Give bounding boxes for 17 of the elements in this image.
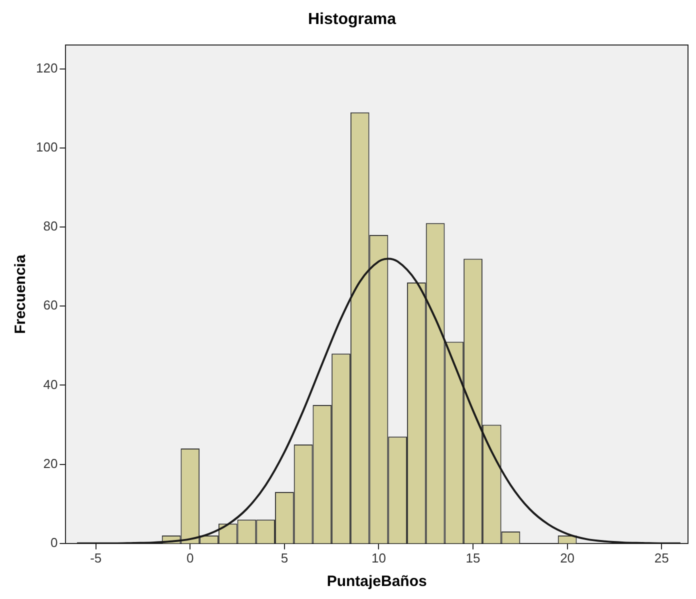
y-tick-label: 120 <box>36 60 58 76</box>
x-tick-label: 25 <box>654 550 669 566</box>
y-tick-label: 0 <box>50 534 58 550</box>
x-axis-title: PuntajeBaños <box>326 573 427 590</box>
y-tick-label: 80 <box>43 218 58 234</box>
x-tick-label: 0 <box>186 550 194 566</box>
y-tick-label: 100 <box>36 140 58 155</box>
y-tick-label: 40 <box>43 376 58 392</box>
x-tick-label: 10 <box>371 550 386 566</box>
x-tick-label: 15 <box>466 550 480 566</box>
x-tick-label: -5 <box>90 550 102 566</box>
x-tick-label: 5 <box>280 550 288 566</box>
y-tick-label: 60 <box>43 298 58 313</box>
y-axis-title: Frecuencia <box>12 254 30 334</box>
chart-title: Histograma <box>308 11 396 28</box>
y-tick-label: 20 <box>43 456 58 471</box>
x-tick-label: 20 <box>560 550 575 566</box>
